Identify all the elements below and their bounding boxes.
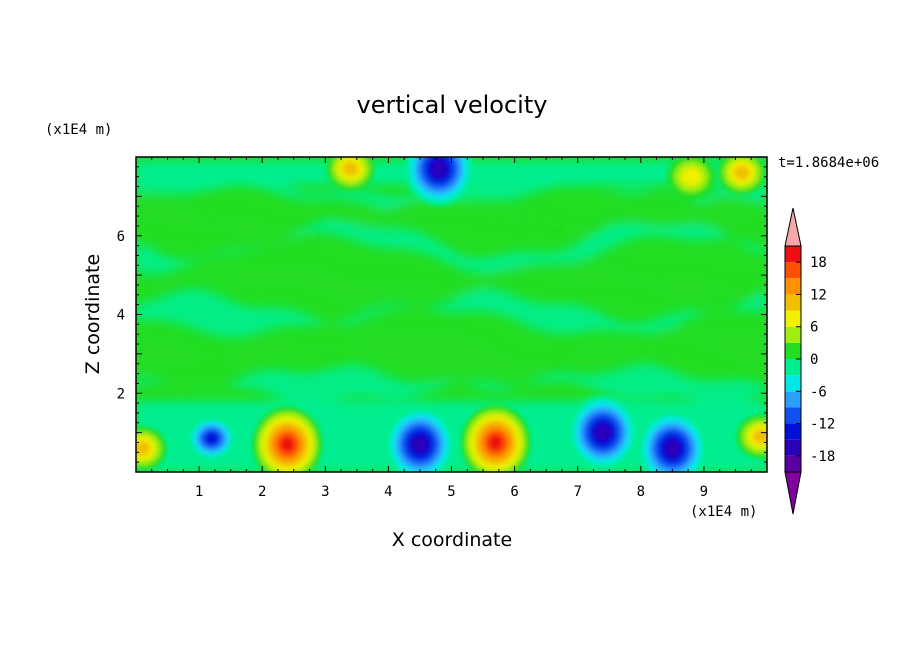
contour-field bbox=[136, 157, 767, 472]
y-tick-label: 2 bbox=[117, 386, 125, 402]
colorbar-over-arrow bbox=[784, 207, 802, 247]
contour-feature bbox=[681, 167, 702, 186]
x-tick-label: 9 bbox=[700, 484, 708, 500]
colorbar-segment bbox=[785, 375, 801, 392]
colorbar-segment bbox=[785, 423, 801, 440]
colorbar-tick-label: 12 bbox=[810, 287, 827, 303]
contour-feature bbox=[430, 160, 447, 178]
colorbar-segment bbox=[785, 326, 801, 343]
contour-feature bbox=[342, 161, 359, 176]
x-unit-label: (x1E4 m) bbox=[690, 504, 757, 520]
x-tick-labels: 1 2 3 4 5 6 7 8 9 bbox=[195, 484, 708, 500]
field-band bbox=[136, 261, 767, 303]
colorbar-segment bbox=[785, 407, 801, 424]
colorbar-segment bbox=[785, 342, 801, 359]
colorbar-segment bbox=[785, 439, 801, 456]
colorbar-under-arrow bbox=[784, 471, 802, 515]
contour-feature bbox=[136, 441, 151, 456]
colorbar-segment bbox=[785, 391, 801, 408]
colorbar-segment bbox=[785, 246, 801, 263]
x-tick-label: 2 bbox=[258, 484, 266, 500]
colorbar-segment bbox=[785, 455, 801, 472]
colorbar-segment bbox=[785, 294, 801, 311]
colorbar-tick-label: 6 bbox=[810, 320, 818, 336]
y-tick-label: 4 bbox=[117, 308, 125, 324]
y-axis-label: Z coordinate bbox=[82, 254, 104, 374]
x-tick-label: 8 bbox=[637, 484, 645, 500]
axis-ticks bbox=[136, 157, 767, 472]
contour-feature bbox=[411, 435, 428, 453]
x-tick-label: 7 bbox=[573, 484, 581, 500]
colorbar-segment bbox=[785, 278, 801, 295]
field-band bbox=[136, 363, 767, 404]
x-tick-label: 1 bbox=[195, 484, 203, 500]
colorbar-tick-label: -18 bbox=[810, 449, 835, 465]
x-tick-label: 5 bbox=[447, 484, 455, 500]
colorbar-segment bbox=[785, 359, 801, 376]
colorbar-tick-label: -12 bbox=[810, 417, 835, 433]
y-tick-label: 6 bbox=[117, 229, 125, 245]
colorbar-tick-label: 18 bbox=[810, 255, 827, 271]
field-band bbox=[136, 327, 767, 379]
contour-feature bbox=[205, 432, 219, 445]
contour-feature bbox=[280, 436, 295, 452]
contour-feature bbox=[664, 439, 681, 457]
contour-feature bbox=[488, 435, 503, 450]
colorbar-segment bbox=[785, 310, 801, 327]
x-tick-label: 4 bbox=[384, 484, 392, 500]
y-tick-labels: 2 4 6 bbox=[117, 229, 125, 403]
contour-feature bbox=[733, 165, 750, 180]
y-unit-label: (x1E4 m) bbox=[45, 122, 112, 138]
colorbar: 18 12 6 0 -6 -12 -18 bbox=[784, 207, 835, 515]
colorbar-segment bbox=[785, 262, 801, 279]
field-band bbox=[136, 288, 767, 338]
x-tick-label: 3 bbox=[321, 484, 329, 500]
x-tick-label: 6 bbox=[510, 484, 518, 500]
x-axis-label: X coordinate bbox=[392, 529, 512, 551]
time-label: t=1.8684e+06 bbox=[778, 155, 879, 171]
colorbar-tick-label: -6 bbox=[810, 384, 827, 400]
chart-title: vertical velocity bbox=[357, 91, 548, 119]
contour-feature bbox=[594, 424, 611, 442]
colorbar-tick-label: 0 bbox=[810, 352, 818, 368]
field-features bbox=[136, 157, 767, 472]
field-band bbox=[136, 220, 767, 275]
